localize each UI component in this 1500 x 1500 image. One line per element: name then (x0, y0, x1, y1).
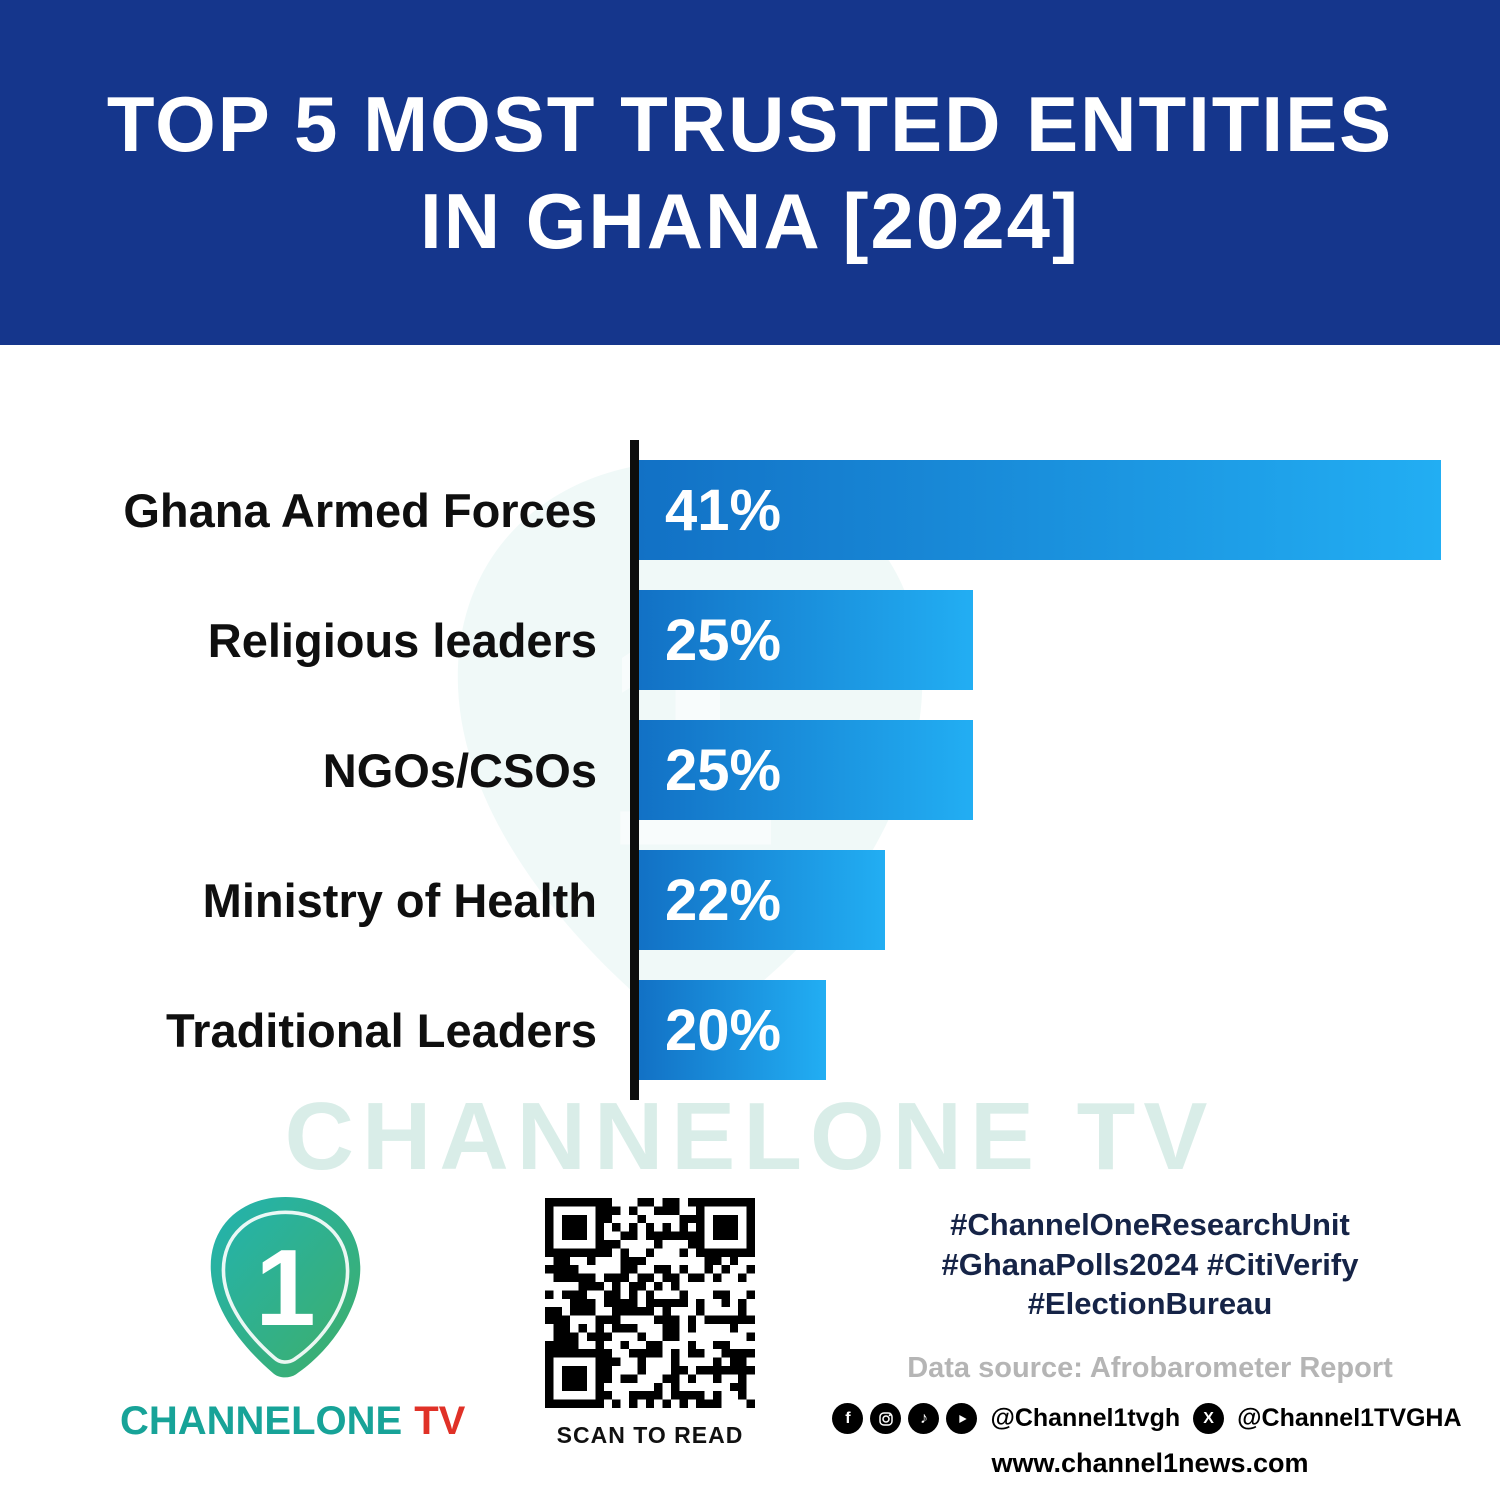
category-label: Ghana Armed Forces (123, 483, 597, 537)
data-source: Data source: Afrobarometer Report (907, 1352, 1393, 1385)
bar-row: Traditional Leaders 20% (0, 980, 1500, 1080)
social-row: f ♪ @Channel1tvgh X @Channel1TVGHA (832, 1403, 1462, 1435)
qr-block: SCAN TO READ (538, 1198, 762, 1449)
bar-value-label: 25% (665, 607, 782, 673)
bar-row: Religious leaders 25% (0, 590, 1500, 690)
bar: 25% (639, 590, 973, 690)
category-label: Traditional Leaders (166, 1003, 597, 1057)
bar: 41% (639, 460, 1441, 560)
qr-code (545, 1198, 755, 1408)
page-title-line2: IN GHANA [2024] (420, 176, 1080, 265)
bar-value-label: 22% (665, 867, 782, 933)
logo-wordmark-channelone: CHANNELONE (120, 1399, 403, 1443)
category-label: Ministry of Health (202, 873, 597, 927)
youtube-icon (946, 1403, 978, 1435)
meta-block: #ChannelOneResearchUnit #GhanaPolls2024 … (832, 1205, 1462, 1479)
bar-value-label: 41% (665, 477, 782, 543)
logo-wordmark: CHANNELONE TV (120, 1399, 465, 1444)
bar: 25% (639, 720, 973, 820)
hashtags-line3: #ElectionBureau (1027, 1286, 1273, 1322)
tiktok-icon: ♪ (908, 1403, 940, 1435)
bar-chart: Ghana Armed Forces 41% Religious leaders 25… (0, 440, 1500, 1100)
website-url: www.channel1news.com (991, 1448, 1309, 1479)
facebook-icon: f (832, 1403, 864, 1435)
bar: 22% (639, 850, 885, 950)
category-label: Religious leaders (207, 613, 597, 667)
logo-digit: 1 (255, 1228, 315, 1349)
bar: 20% (639, 980, 826, 1080)
hashtags-line1: #ChannelOneResearchUnit (950, 1207, 1350, 1242)
bar-rows: Ghana Armed Forces 41% Religious leaders 25… (0, 440, 1500, 1080)
page-title-line1: TOP 5 MOST TRUSTED ENTITIES (106, 79, 1394, 168)
instagram-icon (870, 1403, 902, 1435)
logo-wordmark-tv: TV (414, 1399, 466, 1443)
bar-row: Ghana Armed Forces 41% (0, 460, 1500, 560)
channel-one-logo-icon: 1 (210, 1196, 360, 1378)
channel-one-logo: 1 CHANNELONE TV (120, 1190, 465, 1444)
hashtags-line2: #GhanaPolls2024 #CitiVerify (941, 1246, 1359, 1282)
header-banner: TOP 5 MOST TRUSTED ENTITIES IN GHANA [20… (0, 0, 1500, 345)
bar-value-label: 20% (665, 997, 782, 1063)
social-handle-1: @Channel1tvgh (990, 1404, 1181, 1433)
qr-caption: SCAN TO READ (556, 1422, 744, 1448)
x-icon: X (1193, 1403, 1225, 1435)
bar-row: Ministry of Health 22% (0, 850, 1500, 950)
category-label: NGOs/CSOs (322, 743, 597, 797)
axis-line (630, 440, 639, 1100)
watermark-text: CHANNELONE TV (284, 1083, 1216, 1190)
bar-row: NGOs/CSOs 25% (0, 720, 1500, 820)
bar-value-label: 25% (665, 737, 782, 803)
social-handle-2: @Channel1TVGHA (1237, 1404, 1462, 1433)
